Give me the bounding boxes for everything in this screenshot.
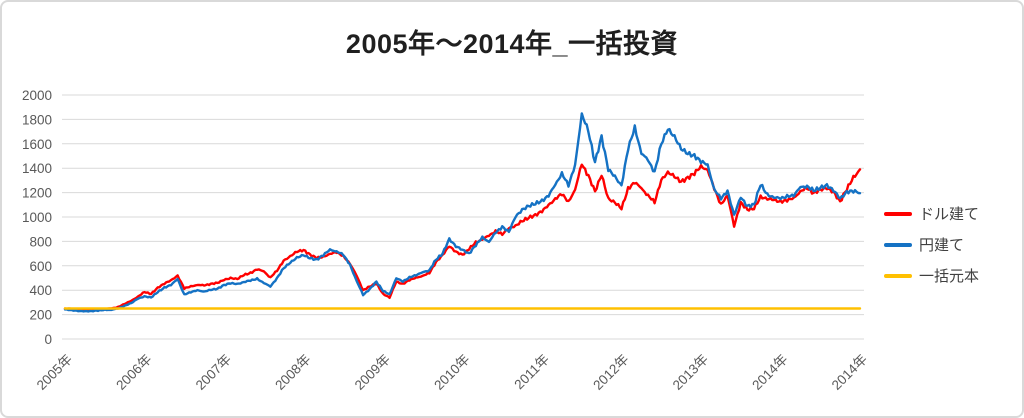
chart-title: 2005年～2014年_一括投資 (345, 29, 679, 59)
legend-label-jpy: 円建て (919, 237, 965, 254)
legend: ドル建て 円建て 一括元本 (884, 198, 1020, 291)
y-tick-label-1400: 1400 (22, 161, 52, 176)
y-tick-label-0: 0 (44, 332, 52, 347)
y-tick-label-1000: 1000 (22, 210, 52, 225)
series-line-1 (63, 112, 862, 313)
x-tick-label-9: 2014年 (749, 352, 790, 393)
x-tick-label-4: 2009年 (352, 352, 393, 393)
y-tick-label-400: 400 (29, 283, 52, 298)
y-tick-label-1200: 1200 (22, 186, 52, 201)
x-tick-label-3: 2008年 (272, 352, 313, 393)
x-tick-label-10: 2014年 (829, 352, 870, 393)
principal-line-swatch-icon (884, 273, 912, 278)
y-tick-label-600: 600 (29, 259, 52, 274)
legend-item-principal: 一括元本 (884, 260, 1020, 291)
legend-label-usd: ドル建て (919, 206, 980, 223)
x-tick-label-5: 2010年 (431, 352, 472, 393)
x-tick-label-0: 2005年 (34, 352, 75, 393)
series-line-0 (63, 163, 862, 312)
legend-item-jpy: 円建て (884, 229, 1020, 260)
jpy-line-swatch-icon (884, 242, 912, 247)
y-tick-label-1600: 1600 (22, 137, 52, 152)
legend-item-usd: ドル建て (884, 198, 1020, 229)
x-tick-label-2: 2007年 (193, 352, 234, 393)
x-tick-label-6: 2011年 (511, 352, 552, 393)
y-tick-label-1800: 1800 (22, 112, 52, 127)
y-tick-label-2000: 2000 (22, 88, 52, 103)
legend-label-principal: 一括元本 (919, 268, 980, 285)
usd-line-swatch-icon (884, 211, 912, 216)
y-tick-label-200: 200 (29, 308, 52, 323)
y-tick-label-800: 800 (29, 234, 52, 249)
x-tick-label-1: 2006年 (113, 352, 154, 393)
x-tick-label-8: 2013年 (670, 352, 711, 393)
x-tick-label-7: 2012年 (590, 352, 631, 393)
